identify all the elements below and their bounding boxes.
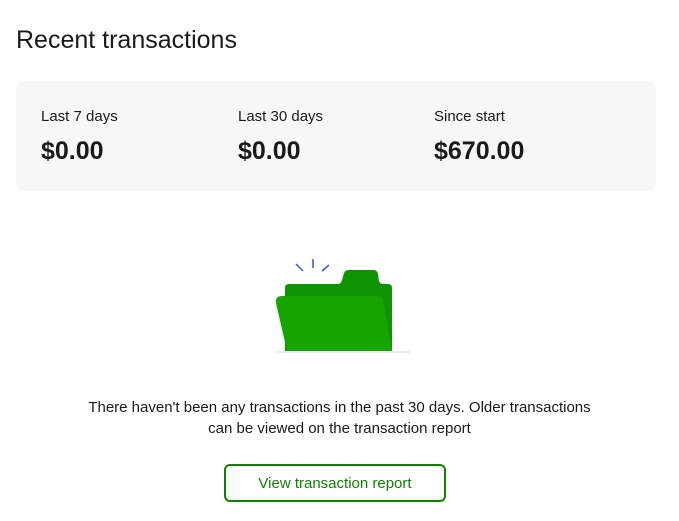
empty-state-message: There haven't been any transactions in t… (0, 397, 679, 439)
page-title: Recent transactions (16, 26, 237, 54)
stat-last-7-days: Last 7 days $0.00 (41, 108, 118, 166)
view-transaction-report-button[interactable]: View transaction report (224, 464, 446, 502)
open-folder-icon (275, 259, 410, 353)
stat-value: $0.00 (238, 137, 301, 165)
message-line: There haven't been any transactions in t… (88, 399, 591, 416)
stat-label: Since start (434, 108, 505, 125)
stat-value: $0.00 (41, 137, 104, 165)
message-line: can be viewed on the transaction report (208, 420, 471, 437)
stat-label: Last 30 days (238, 108, 324, 125)
stat-since-start: Since start $670.00 (434, 108, 524, 166)
stats-card: Last 7 days $0.00 Last 30 days $0.00 Since… (16, 81, 656, 191)
stat-label: Last 7 days (41, 108, 118, 125)
stat-last-30-days: Last 30 days $0.00 (238, 108, 323, 166)
stat-value: $670.00 (434, 137, 525, 165)
